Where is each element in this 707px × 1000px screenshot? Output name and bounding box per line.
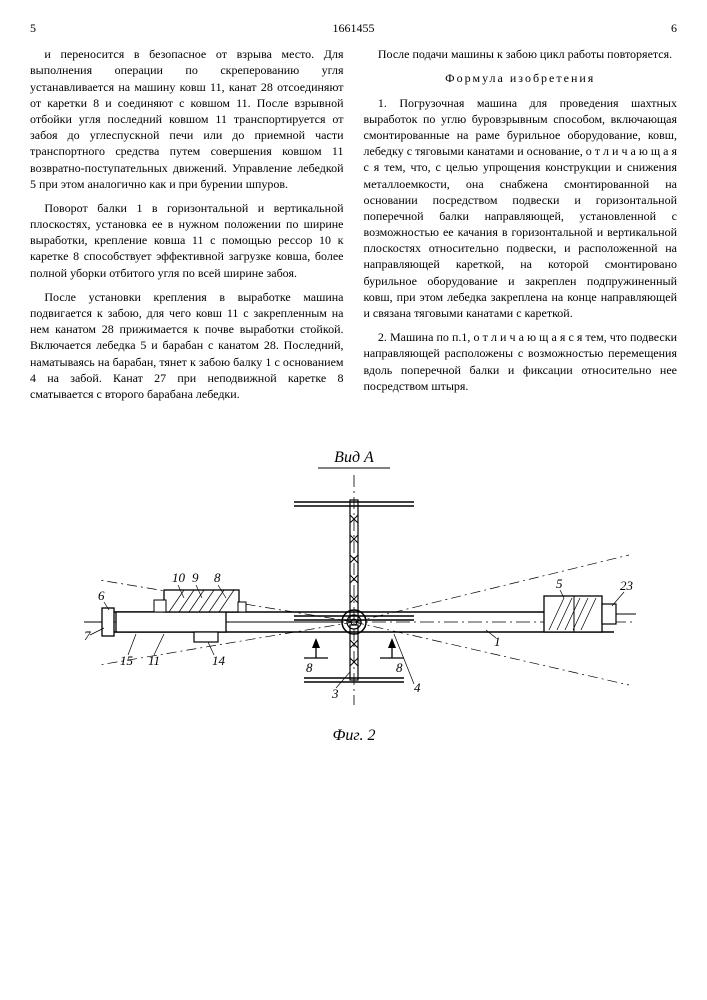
- figure-caption: Фиг. 2: [332, 727, 375, 744]
- label-7: 7: [84, 628, 91, 643]
- svg-text:8: 8: [396, 660, 403, 675]
- label-1: 1: [494, 634, 501, 649]
- label-3: 3: [331, 686, 339, 701]
- svg-text:8: 8: [306, 660, 313, 675]
- figure-2: Вид А: [30, 440, 677, 760]
- text-columns: и переносится в безопасное от взрыва мес…: [30, 46, 677, 410]
- label-23: 23: [620, 578, 634, 593]
- label-14: 14: [212, 653, 226, 668]
- right-paragraph-3: 2. Машина по п.1, о т л и ч а ю щ а я с …: [364, 329, 678, 394]
- right-column: После подачи машины к забою цикл работы …: [364, 46, 678, 410]
- document-number: 1661455: [333, 20, 375, 36]
- label-9: 9: [192, 570, 199, 585]
- label-11: 11: [148, 653, 160, 668]
- page-number-left: 5: [30, 20, 36, 36]
- figure-svg: Вид А: [54, 440, 654, 760]
- label-6: 6: [98, 588, 105, 603]
- left-paragraph-1: и переносится в безопасное от взрыва мес…: [30, 46, 344, 192]
- view-label: Вид А: [334, 449, 374, 466]
- label-15: 15: [120, 653, 134, 668]
- label-4: 4: [414, 680, 421, 695]
- left-paragraph-3: После установки крепления в выработке ма…: [30, 289, 344, 402]
- section-arrow-left: 8: [304, 638, 328, 675]
- formula-title: Формула изобретения: [364, 70, 678, 86]
- right-paragraph-2: 1. Погрузочная машина для проведения шах…: [364, 95, 678, 322]
- page-header: 5 1661455 6: [30, 20, 677, 36]
- section-arrow-right: 8: [380, 638, 404, 675]
- label-8: 8: [214, 570, 221, 585]
- label-5: 5: [556, 576, 563, 591]
- page-number-right: 6: [671, 20, 677, 36]
- left-column: и переносится в безопасное от взрыва мес…: [30, 46, 344, 410]
- left-paragraph-2: Поворот балки 1 в горизонтальной и верти…: [30, 200, 344, 281]
- right-paragraph-1: После подачи машины к забою цикл работы …: [364, 46, 678, 62]
- label-10: 10: [172, 570, 186, 585]
